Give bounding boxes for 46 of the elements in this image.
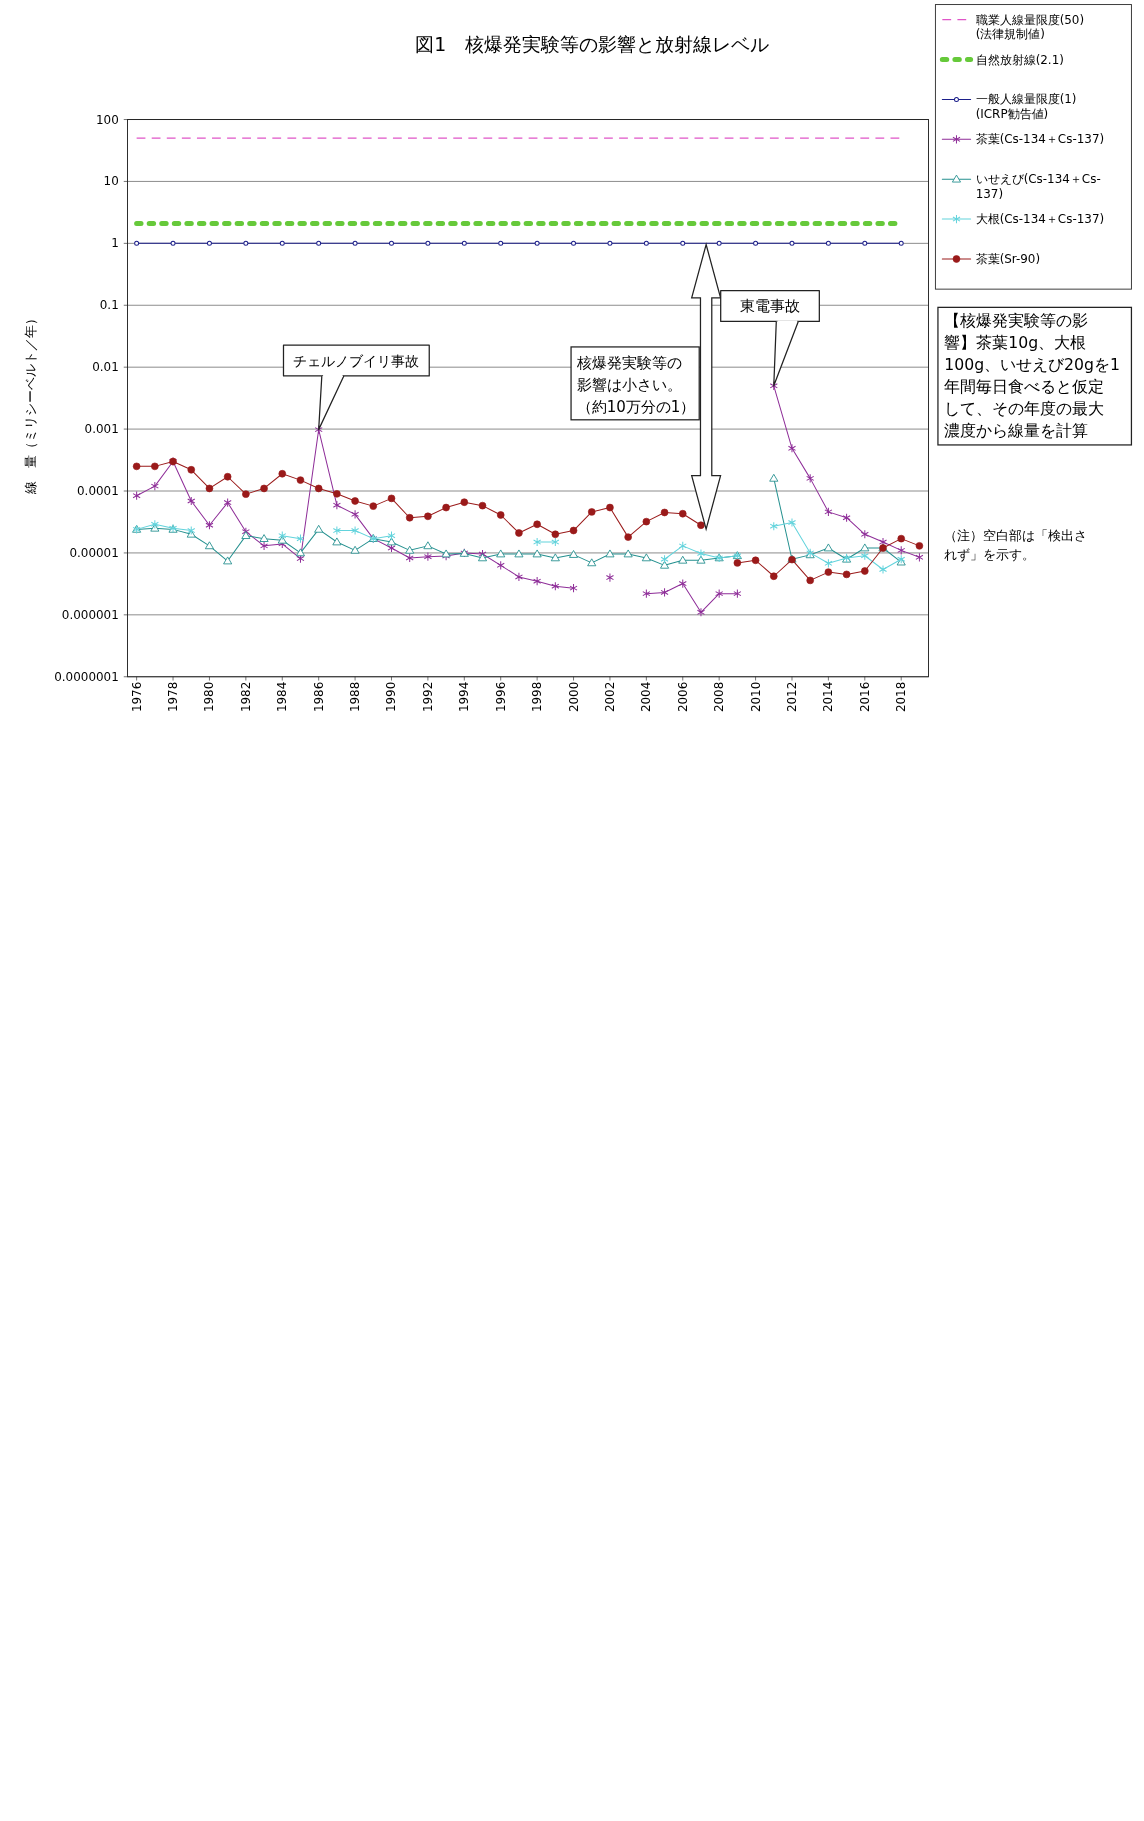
x-tick-label: 1992	[420, 681, 435, 713]
x-tick-label: 1994	[457, 681, 472, 713]
x-tick-label: 1982	[238, 681, 253, 713]
annotation: 核爆発実験等の影響は小さい。（約10万分の1）	[575, 354, 696, 417]
x-tick-label: 1978	[166, 681, 181, 713]
y-tick-label: 0.001	[84, 422, 119, 437]
y-tick-label: 0.0001	[77, 484, 119, 499]
chart-title: 図1 核爆発実験等の影響と放射線レベル	[415, 33, 770, 55]
x-tick-label: 2006	[675, 681, 690, 713]
legend-label: 職業人線量限度(50)(法律規制値)	[975, 12, 1085, 42]
x-tick-label: 1996	[493, 681, 508, 713]
annotation: チェルノブイリ事故	[293, 352, 420, 369]
x-tick-label: 2008	[712, 681, 727, 713]
x-tick-label: 1986	[311, 681, 326, 713]
text: 【核爆発実験等の影響】茶葉10g、大根100g、いせえび20gを1年間毎日食べると仮定して、その年度の最大濃度から線量を計算	[944, 311, 1121, 440]
x-tick-label: 1998	[530, 681, 545, 713]
y-axis-title: 線 量（ミリシーベルト／年）	[23, 312, 39, 496]
x-tick-label: 1988	[348, 681, 363, 713]
x-tick-label: 2004	[639, 681, 654, 713]
y-tick-label: 0.0000001	[54, 669, 119, 684]
legend-label: 茶葉(Sr-90)	[975, 251, 1041, 266]
x-tick-label: 1990	[384, 681, 399, 713]
legend-label: 自然放射線(2.1)	[975, 52, 1064, 67]
text: （注）空白部は「検出されず」を示す。	[944, 527, 1088, 563]
x-tick-label: 1980	[202, 681, 217, 713]
y-tick-label: 1	[111, 236, 119, 251]
legend-label: いせえび(Cs-134＋Cs-137)	[975, 172, 1101, 201]
x-tick-label: 2000	[566, 681, 581, 713]
y-tick-label: 100	[95, 112, 119, 127]
y-tick-label: 0.000001	[61, 607, 119, 622]
x-tick-label: 1976	[129, 681, 144, 713]
legend-label: 大根(Cs-134＋Cs-137)	[975, 212, 1105, 227]
x-tick-label: 2018	[894, 681, 909, 713]
x-tick-label: 2012	[784, 681, 799, 713]
annotation: 東電事故	[740, 297, 801, 316]
legend-label: 一般人線量限度(1)(ICRP勧告値)	[975, 92, 1077, 121]
y-tick-label: 0.1	[99, 298, 119, 313]
x-tick-label: 2016	[857, 681, 872, 713]
y-tick-label: 0.00001	[69, 545, 119, 560]
y-tick-label: 0.01	[92, 360, 119, 375]
x-tick-label: 2014	[821, 681, 836, 713]
x-tick-label: 2010	[748, 681, 763, 713]
x-tick-label: 1984	[275, 681, 290, 713]
legend-label: 茶葉(Cs-134＋Cs-137)	[975, 132, 1105, 147]
y-tick-label: 10	[103, 174, 119, 189]
x-tick-label: 2002	[602, 681, 617, 713]
